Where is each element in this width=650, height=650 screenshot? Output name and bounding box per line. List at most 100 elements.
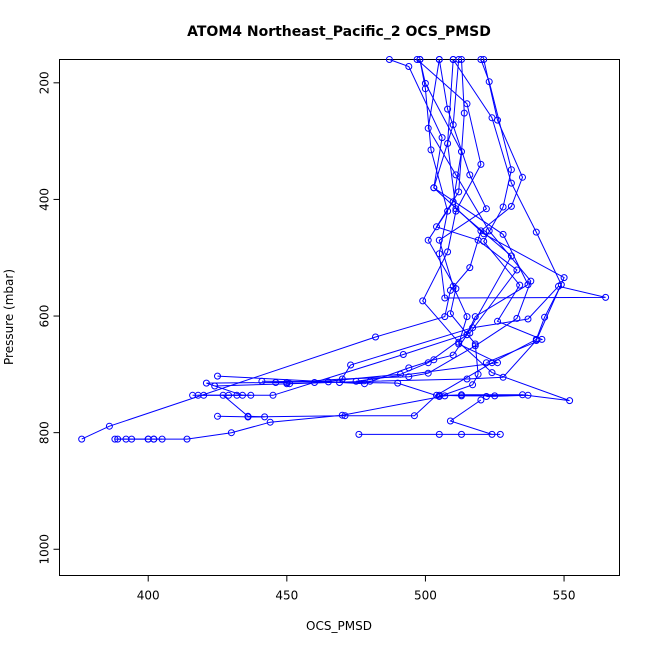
data-point: [283, 380, 291, 388]
series-line: [198, 59, 532, 396]
data-point: [466, 171, 474, 179]
profile-series-11: [336, 56, 610, 386]
data-point: [449, 282, 457, 290]
data-point: [463, 331, 471, 339]
y-tick-label: 600: [38, 305, 52, 328]
data-point: [477, 396, 485, 404]
data-point: [488, 430, 496, 438]
data-point: [227, 429, 235, 437]
data-point: [399, 351, 407, 358]
data-point: [494, 359, 501, 367]
data-point: [441, 294, 449, 302]
data-point: [463, 375, 471, 383]
data-point: [78, 435, 86, 443]
data-point: [233, 391, 241, 399]
data-point: [494, 317, 501, 325]
data-point: [507, 166, 515, 174]
profile-series-3: [114, 435, 166, 443]
data-point: [214, 412, 221, 420]
data-point: [430, 184, 438, 192]
profile-series-8: [189, 391, 255, 399]
data-point: [424, 124, 432, 132]
data-point: [424, 359, 432, 367]
data-point: [424, 369, 432, 377]
data-point: [560, 274, 568, 282]
data-point: [247, 391, 255, 399]
data-point: [485, 227, 493, 235]
profile-series-10: [283, 56, 515, 388]
data-point: [555, 282, 562, 290]
data-point: [469, 324, 477, 332]
profile-series-4: [214, 56, 565, 421]
data-point: [419, 297, 427, 305]
data-point: [499, 373, 507, 381]
data-point: [458, 430, 465, 438]
data-point: [524, 281, 532, 289]
data-point: [524, 391, 532, 399]
series-line: [356, 59, 500, 382]
data-point: [449, 121, 457, 129]
data-point: [469, 381, 477, 389]
data-point: [258, 377, 266, 385]
data-point: [471, 340, 479, 348]
data-point: [499, 203, 507, 211]
plot-frame: [59, 59, 620, 576]
data-point: [435, 391, 443, 399]
data-point: [507, 252, 515, 260]
data-point: [449, 56, 457, 63]
data-point: [311, 379, 318, 386]
profile-series-13: [355, 396, 504, 438]
y-axis: 200 400 600 800 1000: [38, 71, 60, 565]
data-point: [361, 380, 368, 388]
data-point: [202, 379, 210, 387]
data-point: [516, 281, 524, 289]
profile-series-16: [352, 56, 501, 385]
y-tick-label: 200: [38, 71, 52, 94]
y-tick-label: 800: [38, 421, 52, 444]
data-point: [524, 315, 532, 323]
data-point: [435, 430, 443, 438]
series-line: [217, 59, 562, 418]
data-point: [394, 379, 402, 387]
data-point: [122, 435, 130, 443]
data-point: [480, 56, 488, 63]
data-point: [405, 63, 413, 70]
data-point: [449, 198, 457, 206]
data-point: [482, 205, 490, 213]
data-point: [385, 56, 393, 63]
profile-series-5: [211, 56, 568, 390]
data-point: [114, 435, 122, 443]
data-point: [144, 435, 152, 443]
data-point: [538, 335, 546, 343]
data-point: [105, 422, 113, 430]
data-point: [449, 351, 457, 359]
data-point: [352, 377, 360, 385]
data-point: [214, 372, 221, 380]
data-point: [397, 370, 404, 378]
data-point: [491, 392, 499, 400]
data-point: [347, 361, 355, 369]
series-line: [261, 59, 479, 398]
data-point: [482, 393, 490, 400]
data-point: [341, 412, 349, 420]
data-point: [427, 146, 435, 154]
data-point: [405, 373, 413, 381]
data-point: [496, 430, 504, 438]
y-axis-label: Pressure (mbar): [2, 269, 16, 365]
data-point: [455, 188, 463, 196]
x-tick-label: 400: [137, 589, 160, 603]
data-point: [183, 435, 191, 443]
data-point: [452, 171, 460, 179]
data-point: [435, 56, 443, 63]
data-point: [433, 223, 440, 231]
data-point: [455, 340, 463, 348]
x-axis-label: OCS_PMSD: [306, 619, 372, 633]
data-point: [480, 237, 488, 245]
data-point: [446, 417, 454, 425]
data-point: [444, 248, 452, 256]
data-point: [463, 313, 471, 321]
series-line: [480, 59, 544, 364]
data-point: [446, 310, 454, 318]
data-point: [372, 333, 379, 341]
